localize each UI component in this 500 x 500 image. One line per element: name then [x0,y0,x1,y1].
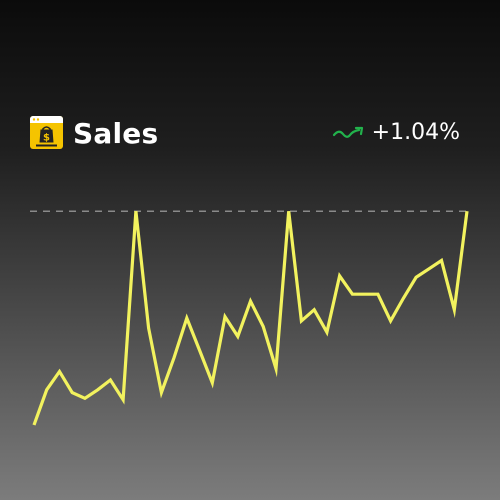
trend-up-arrow-icon [332,126,363,138]
svg-text:$: $ [43,133,50,144]
sales-series-line [32,210,469,426]
card-header: $ Sales +1.04% [30,116,470,156]
change-percent: +1.04% [371,120,460,145]
shopping-bag-dollar-icon: $ [30,116,63,149]
change-indicator: +1.04% [332,118,460,148]
card-title: Sales [73,117,159,150]
